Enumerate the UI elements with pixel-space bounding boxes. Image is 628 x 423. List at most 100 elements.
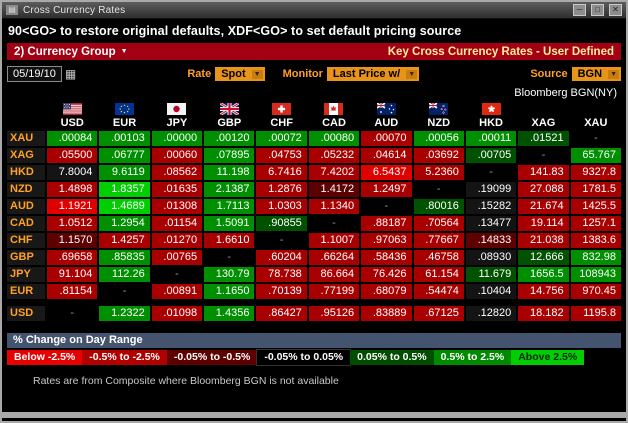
rate-cell-GBP-CAD[interactable]: .66264 <box>308 250 360 265</box>
rate-cell-GBP-AUD[interactable]: .58436 <box>361 250 412 265</box>
rate-cell-XAU-NZD[interactable]: .00056 <box>413 131 464 146</box>
rate-cell-XAG-CAD[interactable]: .05232 <box>308 148 360 163</box>
rate-cell-EUR-CHF[interactable]: .70139 <box>256 284 307 299</box>
rate-cell-AUD-XAU[interactable]: 1425.5 <box>570 199 621 214</box>
rate-cell-USD-NZD[interactable]: .67125 <box>413 306 464 321</box>
rate-cell-CHF-NZD[interactable]: .77667 <box>413 233 464 248</box>
rate-cell-AUD-XAG[interactable]: 21.674 <box>518 199 569 214</box>
rate-cell-CAD-CHF[interactable]: .90855 <box>256 216 307 231</box>
rate-cell-EUR-JPY[interactable]: .00891 <box>151 284 203 299</box>
rate-cell-EUR-XAU[interactable]: 970.45 <box>570 284 621 299</box>
rate-cell-CAD-XAU[interactable]: 1257.1 <box>570 216 621 231</box>
rate-cell-NZD-AUD[interactable]: 1.2497 <box>361 182 412 197</box>
close-button[interactable]: ✕ <box>609 4 622 16</box>
rate-cell-CHF-XAG[interactable]: 21.038 <box>518 233 569 248</box>
rate-cell-NZD-EUR[interactable]: 1.8357 <box>99 182 150 197</box>
rate-cell-XAG-XAU[interactable]: 65.767 <box>570 148 621 163</box>
rate-cell-CAD-AUD[interactable]: .88187 <box>361 216 412 231</box>
date-field[interactable]: 05/19/10 <box>7 66 62 82</box>
rate-cell-GBP-XAG[interactable]: 12.666 <box>518 250 569 265</box>
rate-cell-XAG-GBP[interactable]: .07895 <box>204 148 255 163</box>
rate-cell-XAU-XAG[interactable]: .01521 <box>518 131 569 146</box>
rate-cell-XAG-USD[interactable]: .05500 <box>47 148 98 163</box>
rate-cell-CHF-USD[interactable]: 1.1570 <box>47 233 98 248</box>
rate-cell-EUR-CAD[interactable]: .77199 <box>308 284 360 299</box>
maximize-button[interactable]: □ <box>591 4 604 16</box>
rate-cell-JPY-USD[interactable]: 91.104 <box>47 267 98 282</box>
rate-cell-XAU-AUD[interactable]: .00070 <box>361 131 412 146</box>
rate-cell-USD-GBP[interactable]: 1.4356 <box>204 306 255 321</box>
rate-cell-USD-AUD[interactable]: .83889 <box>361 306 412 321</box>
rate-cell-CAD-HKD[interactable]: .13477 <box>465 216 517 231</box>
rate-cell-USD-CAD[interactable]: .95126 <box>308 306 360 321</box>
rate-cell-USD-HKD[interactable]: .12820 <box>465 306 517 321</box>
rate-cell-GBP-CHF[interactable]: .60204 <box>256 250 307 265</box>
rate-cell-CAD-JPY[interactable]: .01154 <box>151 216 203 231</box>
minimize-button[interactable]: ─ <box>573 4 586 16</box>
rate-cell-XAG-HKD[interactable]: .00705 <box>465 148 517 163</box>
rate-cell-CAD-NZD[interactable]: .70564 <box>413 216 464 231</box>
rate-cell-NZD-GBP[interactable]: 2.1387 <box>204 182 255 197</box>
rate-cell-AUD-HKD[interactable]: .15282 <box>465 199 517 214</box>
window-menu-icon[interactable]: ▤ <box>6 5 18 15</box>
rate-cell-NZD-USD[interactable]: 1.4898 <box>47 182 98 197</box>
rate-cell-NZD-XAG[interactable]: 27.088 <box>518 182 569 197</box>
rate-cell-USD-XAG[interactable]: 18.182 <box>518 306 569 321</box>
rate-cell-HKD-CAD[interactable]: 7.4202 <box>308 165 360 180</box>
rate-cell-HKD-GBP[interactable]: 11.198 <box>204 165 255 180</box>
rate-cell-EUR-USD[interactable]: .81154 <box>47 284 98 299</box>
rate-cell-JPY-XAU[interactable]: 108943 <box>570 267 621 282</box>
source-dropdown[interactable]: BGN ▼ <box>571 67 621 81</box>
rate-cell-AUD-USD[interactable]: 1.1921 <box>47 199 98 214</box>
rate-cell-EUR-GBP[interactable]: 1.1650 <box>204 284 255 299</box>
rate-cell-HKD-NZD[interactable]: 5.2360 <box>413 165 464 180</box>
rate-cell-HKD-USD[interactable]: 7.8004 <box>47 165 98 180</box>
rate-cell-USD-JPY[interactable]: .01098 <box>151 306 203 321</box>
rate-cell-NZD-CAD[interactable]: 1.4172 <box>308 182 360 197</box>
monitor-dropdown[interactable]: Last Price w/ ▼ <box>326 67 420 81</box>
rate-cell-GBP-XAU[interactable]: 832.98 <box>570 250 621 265</box>
rate-cell-HKD-EUR[interactable]: 9.6119 <box>99 165 150 180</box>
rate-cell-JPY-CAD[interactable]: 86.664 <box>308 267 360 282</box>
rate-cell-CAD-GBP[interactable]: 1.5091 <box>204 216 255 231</box>
rate-cell-HKD-CHF[interactable]: 6.7416 <box>256 165 307 180</box>
rate-cell-EUR-HKD[interactable]: .10404 <box>465 284 517 299</box>
rate-cell-CHF-XAU[interactable]: 1383.6 <box>570 233 621 248</box>
rate-cell-USD-XAU[interactable]: 1195.8 <box>570 306 621 321</box>
rate-cell-NZD-XAU[interactable]: 1781.5 <box>570 182 621 197</box>
rate-cell-CHF-GBP[interactable]: 1.6610 <box>204 233 255 248</box>
currency-group-button[interactable]: 2) Currency Group ▼ <box>14 46 128 58</box>
rate-cell-GBP-USD[interactable]: .69658 <box>47 250 98 265</box>
rate-cell-CAD-USD[interactable]: 1.0512 <box>47 216 98 231</box>
rate-cell-CHF-AUD[interactable]: .97063 <box>361 233 412 248</box>
rate-cell-NZD-CHF[interactable]: 1.2876 <box>256 182 307 197</box>
rate-cell-AUD-GBP[interactable]: 1.7113 <box>204 199 255 214</box>
rate-cell-NZD-HKD[interactable]: .19099 <box>465 182 517 197</box>
rate-cell-USD-CHF[interactable]: .86427 <box>256 306 307 321</box>
rate-cell-XAU-EUR[interactable]: .00103 <box>99 131 150 146</box>
rate-cell-XAU-HKD[interactable]: .00011 <box>465 131 517 146</box>
rate-cell-XAG-NZD[interactable]: .03692 <box>413 148 464 163</box>
rate-cell-AUD-CAD[interactable]: 1.1340 <box>308 199 360 214</box>
rate-cell-AUD-CHF[interactable]: 1.0303 <box>256 199 307 214</box>
rate-cell-HKD-AUD[interactable]: 6.5437 <box>361 165 412 180</box>
rate-cell-CHF-JPY[interactable]: .01270 <box>151 233 203 248</box>
rate-cell-HKD-XAG[interactable]: 141.83 <box>518 165 569 180</box>
rate-cell-XAU-GBP[interactable]: .00120 <box>204 131 255 146</box>
rate-cell-JPY-XAG[interactable]: 1656.5 <box>518 267 569 282</box>
rate-cell-XAU-CHF[interactable]: .00072 <box>256 131 307 146</box>
rate-cell-CHF-HKD[interactable]: .14833 <box>465 233 517 248</box>
rate-cell-HKD-XAU[interactable]: 9327.8 <box>570 165 621 180</box>
rate-cell-AUD-EUR[interactable]: 1.4689 <box>99 199 150 214</box>
rate-cell-CAD-EUR[interactable]: 1.2954 <box>99 216 150 231</box>
rate-cell-XAU-CAD[interactable]: .00080 <box>308 131 360 146</box>
rate-cell-NZD-JPY[interactable]: .01635 <box>151 182 203 197</box>
rate-cell-GBP-JPY[interactable]: .00765 <box>151 250 203 265</box>
rate-cell-JPY-AUD[interactable]: 76.426 <box>361 267 412 282</box>
rate-cell-USD-EUR[interactable]: 1.2322 <box>99 306 150 321</box>
rate-cell-JPY-HKD[interactable]: 11.679 <box>465 267 517 282</box>
rate-cell-JPY-EUR[interactable]: 112.26 <box>99 267 150 282</box>
rate-cell-JPY-NZD[interactable]: 61.154 <box>413 267 464 282</box>
rate-cell-HKD-JPY[interactable]: .08562 <box>151 165 203 180</box>
rate-cell-JPY-CHF[interactable]: 78.738 <box>256 267 307 282</box>
